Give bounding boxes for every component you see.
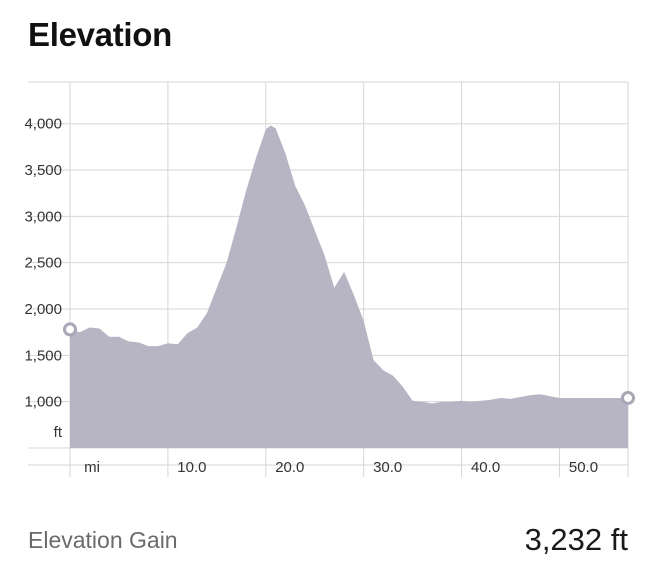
start-marker [63,322,77,337]
y-tick-label: 3,000 [24,208,62,225]
page-title: Elevation [28,16,173,53]
y-tick-label: 2,000 [24,301,62,318]
x-tick-label: 30.0 [373,459,402,476]
end-marker [621,390,635,405]
x-tick-label: 20.0 [275,459,304,476]
x-axis-unit-label: mi [84,459,100,476]
y-tick-label: 2,500 [24,255,62,272]
y-tick-label: 1,000 [24,394,62,411]
elevation-gain-value: 3,232 ft [524,522,628,557]
elevation-area [70,125,628,448]
x-tick-label: 40.0 [471,459,500,476]
y-tick-label: 1,500 [24,347,62,364]
elevation-gain-row: Elevation Gain 3,232 ft [28,518,628,562]
elevation-gain-label: Elevation Gain [28,526,178,553]
x-axis-tick-labels: 10.0 20.0 30.0 40.0 50.0 [177,459,598,476]
x-tick-label: 10.0 [177,459,206,476]
chart-area-layer [70,125,628,448]
x-tick-label: 50.0 [569,459,598,476]
y-axis-tick-labels: 1,000 1,500 2,000 2,500 3,000 3,500 4,000 [24,116,62,411]
y-axis-unit-label: ft [54,424,63,441]
y-tick-label: 4,000 [24,116,62,133]
elevation-chart[interactable]: 1,000 1,500 2,000 2,500 3,000 3,500 4,000 10.0… [0,70,656,490]
chart-markers [63,322,635,405]
y-tick-label: 3,500 [24,162,62,179]
